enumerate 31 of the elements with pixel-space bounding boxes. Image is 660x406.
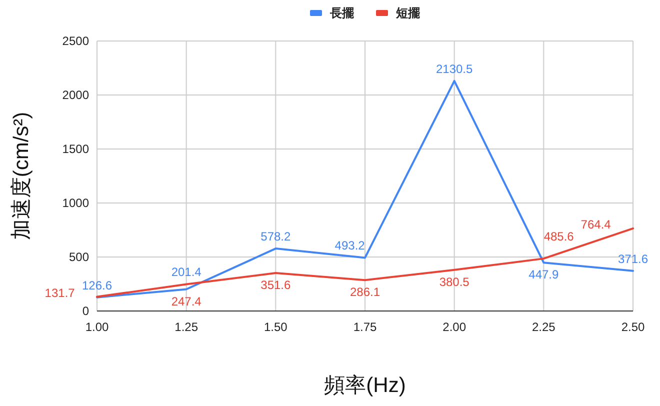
y-tick-label: 1000 — [62, 196, 90, 210]
legend-label: 短擺 — [395, 6, 420, 20]
x-tick-label: 2.25 — [532, 320, 556, 334]
y-tick-label: 2000 — [62, 88, 90, 102]
x-tick-label: 1.25 — [174, 320, 198, 334]
data-label: 2130.5 — [436, 62, 474, 76]
y-tick-label: 0 — [82, 304, 90, 318]
data-label: 131.7 — [44, 286, 76, 300]
y-tick-label: 2500 — [62, 34, 90, 48]
x-tick-label: 2.50 — [621, 320, 645, 334]
y-tick-label: 500 — [68, 250, 90, 264]
data-label: 485.6 — [544, 230, 574, 244]
data-label: 578.2 — [260, 230, 292, 244]
data-label: 247.4 — [171, 294, 202, 308]
data-label: 126.6 — [82, 278, 112, 292]
x-tick-label: 1.50 — [264, 320, 288, 334]
data-label: 764.4 — [580, 217, 612, 232]
data-label: 351.6 — [260, 278, 292, 292]
data-label: 493.2 — [334, 238, 366, 253]
x-tick-label: 2.00 — [442, 320, 466, 334]
y-axis-title: 加速度(cm/s²) — [10, 112, 33, 240]
x-tick-label: 1.75 — [353, 320, 377, 334]
data-label: 201.4 — [171, 265, 202, 280]
data-label: 447.9 — [528, 268, 560, 282]
x-tick-label: 1.00 — [85, 320, 109, 334]
data-label: 371.6 — [618, 252, 648, 266]
data-label: 286.1 — [350, 285, 380, 300]
data-label: 380.5 — [439, 274, 470, 289]
y-tick-label: 1500 — [62, 142, 90, 156]
legend-label: 長擺 — [329, 6, 354, 20]
x-axis-title: 頻率(Hz) — [324, 374, 406, 397]
